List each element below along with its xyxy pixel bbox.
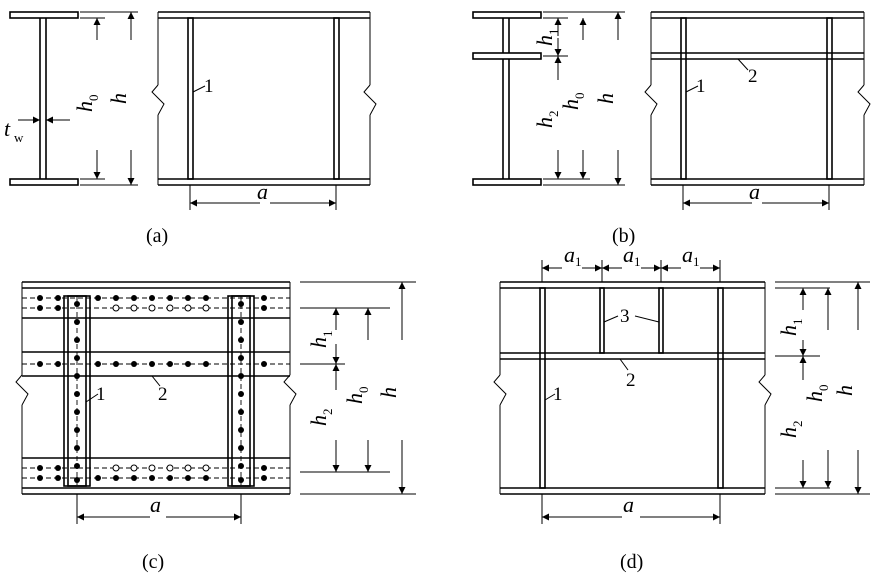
stiffener-2-label-c: 2: [158, 384, 168, 405]
panel-a: t w h 0 h: [4, 11, 377, 247]
h2-subscript-c: 2: [320, 409, 335, 416]
h1-label-c: h: [306, 337, 331, 348]
h0-subscript-c: 0: [356, 387, 371, 394]
stiffener-1-label-c: 1: [96, 384, 106, 405]
i-section-a: [9, 11, 79, 186]
stiffener-1-label-a: 1: [204, 76, 214, 97]
tw-subscript: w: [14, 130, 24, 145]
stiffener-3-label-d: 3: [620, 306, 630, 327]
elevation-b: 1 2 a: [644, 11, 871, 210]
h0-label-d: h: [802, 391, 827, 402]
panel-c: 1 2 a h 1: [15, 281, 416, 573]
h0-label-b: h: [558, 99, 583, 110]
h-label-b: h: [593, 93, 618, 104]
h1-subscript-d: 1: [790, 319, 805, 326]
panel-b: h 1 h 2 h 0 h: [472, 11, 871, 247]
stiffener-2-label-d: 2: [626, 370, 636, 391]
a1-label-1: a: [564, 242, 575, 267]
tw-dimension: t w: [4, 116, 70, 145]
caption-c: (c): [142, 551, 164, 573]
caption-d: (d): [620, 551, 643, 573]
h-label-d: h: [832, 385, 857, 396]
stiffener-1-label-d: 1: [553, 384, 563, 405]
a1-label-3: a: [682, 242, 693, 267]
a1-subscript-1: 1: [575, 254, 582, 269]
height-dimensions-d: h 1 h 2 h 0 h: [775, 281, 870, 495]
elevation-d: 1 2 3 a 1 a 1 a 1: [493, 242, 772, 524]
a-label-d: a: [623, 492, 634, 517]
a-label-b: a: [749, 179, 760, 204]
stiffener-1-label-b: 1: [696, 76, 706, 97]
height-dimensions-b: h 1 h 2 h 0 h: [532, 11, 625, 186]
tw-label: t: [4, 116, 11, 141]
height-dimensions-c: h 1 h 2 h 0 h: [300, 281, 416, 495]
caption-a: (a): [146, 225, 168, 247]
caption-b: (b): [612, 225, 635, 247]
panel-d: 1 2 3 a 1 a 1 a 1: [493, 242, 870, 573]
h1-subscript-b: 1: [546, 29, 561, 36]
h2-label-d: h: [776, 427, 801, 438]
height-dimensions-a: h 0 h: [72, 11, 138, 186]
h0-subscript-b: 0: [572, 93, 587, 100]
h0-subscript-a: 0: [86, 95, 101, 102]
a1-subscript-3: 1: [693, 254, 700, 269]
elevation-a: 1 a: [151, 11, 377, 210]
h1-label-b: h: [532, 35, 557, 46]
h2-subscript-b: 2: [546, 111, 561, 118]
h2-label-b: h: [532, 117, 557, 128]
h-label-a: h: [106, 93, 131, 104]
a-label-a: a: [257, 179, 268, 204]
h0-subscript-d: 0: [816, 385, 831, 392]
elevation-c: 1 2 a: [15, 281, 297, 524]
i-section-b: [472, 11, 542, 186]
a1-subscript-2: 1: [634, 254, 641, 269]
a-label-c: a: [150, 492, 161, 517]
h2-label-c: h: [306, 415, 331, 426]
h0-label-c: h: [342, 393, 367, 404]
h1-subscript-c: 1: [320, 331, 335, 338]
h-label-c: h: [376, 387, 401, 398]
h2-subscript-d: 2: [790, 421, 805, 428]
h1-label-d: h: [776, 325, 801, 336]
h0-label-a: h: [72, 101, 97, 112]
a1-label-2: a: [623, 242, 634, 267]
stiffener-2-label-b: 2: [748, 66, 758, 87]
